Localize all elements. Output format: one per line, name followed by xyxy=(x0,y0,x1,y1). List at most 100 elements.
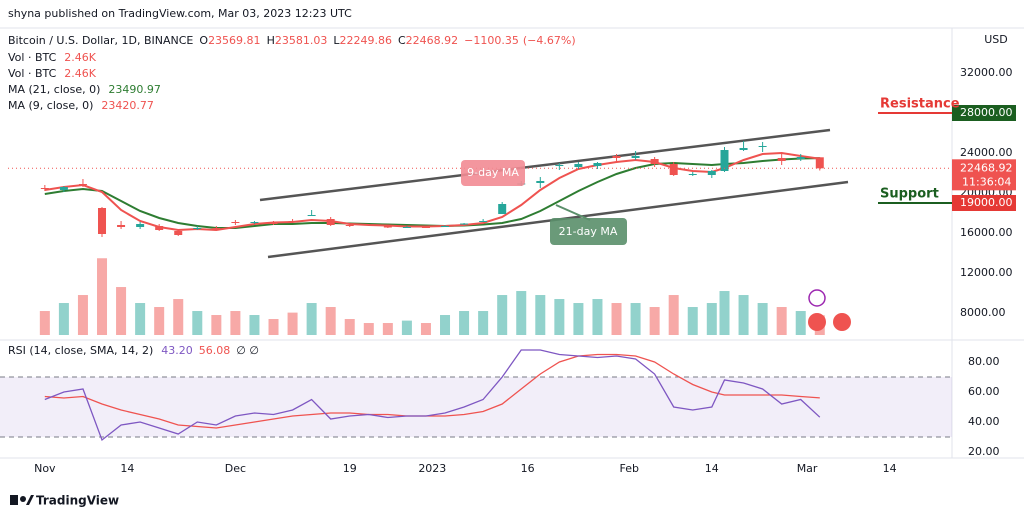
candle-body xyxy=(720,150,729,171)
candle-body xyxy=(688,174,697,175)
volume-bar xyxy=(776,307,787,335)
candle-body xyxy=(307,215,316,216)
volume-bar xyxy=(719,291,730,335)
candle-body xyxy=(364,224,373,226)
candle-body xyxy=(536,181,545,183)
volume-bar xyxy=(497,295,508,335)
annotation-box xyxy=(550,218,627,245)
volume-bar xyxy=(706,303,717,335)
legend-text: RSI (14, close, SMA, 14, 2) xyxy=(8,344,153,357)
countdown: 11:36:04 xyxy=(962,175,1011,188)
x-tick-label: 16 xyxy=(521,462,535,475)
legend-value: 43.20 xyxy=(161,344,193,357)
legend-text: Vol · BTC xyxy=(8,67,57,80)
volume-bar xyxy=(382,323,393,335)
y-tick-label: 8000.00 xyxy=(960,306,1006,319)
volume-bar xyxy=(440,315,451,335)
candle-body xyxy=(758,146,767,147)
rsi-tick-label: 20.00 xyxy=(968,445,1000,458)
y-tick-label: 16000.00 xyxy=(960,226,1013,239)
last-price-label: 22468.92 xyxy=(960,161,1013,174)
candle-body xyxy=(593,163,602,166)
volume-bar xyxy=(668,295,679,335)
volume-bar xyxy=(192,311,203,335)
candle-body xyxy=(460,223,469,225)
level-name: Resistance xyxy=(880,97,960,112)
candle-body xyxy=(669,164,678,175)
candle-body xyxy=(631,156,640,158)
channel-upper xyxy=(259,128,831,202)
candle-body xyxy=(288,221,297,222)
y-tick-label: 32000.00 xyxy=(960,66,1013,79)
volume-bar xyxy=(268,319,279,335)
legend-text: C xyxy=(398,34,406,47)
volume-bar xyxy=(757,303,768,335)
volume-bar xyxy=(573,303,584,335)
volume-bar xyxy=(649,307,660,335)
candle-body xyxy=(155,226,164,230)
volume-bar xyxy=(39,311,50,335)
x-tick-label: 2023 xyxy=(418,462,446,475)
volume-bar xyxy=(478,311,489,335)
legend-row: MA (21, close, 0) 23490.97 xyxy=(8,83,161,96)
volume-bar xyxy=(249,315,260,335)
candle-body xyxy=(136,224,145,227)
legend-value: 23420.77 xyxy=(101,99,154,112)
y-tick-label: 24000.00 xyxy=(960,146,1013,159)
volume-bar xyxy=(630,303,641,335)
level-value: 28000.00 xyxy=(960,106,1013,119)
candle-body xyxy=(269,223,278,224)
volume-bar xyxy=(306,303,317,335)
volume-bar xyxy=(135,303,146,335)
candle-body xyxy=(612,156,621,158)
volume-bar xyxy=(325,307,336,335)
legend-text: MA (9, close, 0) xyxy=(8,99,93,112)
volume-bar xyxy=(687,307,698,335)
volume-bar xyxy=(58,303,69,335)
legend-value: 23490.97 xyxy=(108,83,161,96)
legend-text: 23569.81 xyxy=(208,34,261,47)
legend-value: 2.46K xyxy=(64,67,96,80)
x-tick-label: 19 xyxy=(343,462,357,475)
volume-bar xyxy=(401,320,412,335)
volume-bar xyxy=(420,323,431,335)
candle-body xyxy=(326,219,335,225)
candle-body xyxy=(777,158,786,161)
legend-row: Vol · BTC 2.46K xyxy=(8,51,97,64)
level-box xyxy=(952,195,1016,211)
published-note: shyna published on TradingView.com, Mar … xyxy=(8,7,352,20)
candle-body xyxy=(498,204,507,214)
y-tick-label: 12000.00 xyxy=(960,266,1013,279)
candle-body xyxy=(402,227,411,228)
x-tick-label: 14 xyxy=(883,462,897,475)
volume-bar xyxy=(230,311,241,335)
volume-bar xyxy=(287,312,298,335)
candle-body xyxy=(231,222,240,223)
candle-body xyxy=(796,157,805,159)
candle-body xyxy=(78,184,87,185)
volume-bar xyxy=(97,258,108,335)
legend-text: MA (21, close, 0) xyxy=(8,83,100,96)
rsi-band xyxy=(0,376,952,437)
x-tick-label: Nov xyxy=(34,462,56,475)
level-name: Support xyxy=(880,187,939,202)
legend-text: −1100.35 xyxy=(464,34,519,47)
volume-bar xyxy=(116,287,127,335)
brand: TradingView xyxy=(36,494,119,508)
candle-body xyxy=(555,165,564,166)
candle-body xyxy=(441,226,450,227)
volume-bar xyxy=(738,295,749,335)
x-tick-label: 14 xyxy=(705,462,719,475)
annotation-box xyxy=(461,160,525,186)
candle-body xyxy=(479,221,488,222)
volume-bar xyxy=(795,311,806,335)
currency: USD xyxy=(984,33,1008,46)
legend-text: L xyxy=(333,34,340,47)
annotation: 9-day MA xyxy=(467,166,519,179)
legend-text: ∅ ∅ xyxy=(236,344,259,357)
volume-bar xyxy=(516,291,527,335)
candle-body xyxy=(98,208,107,234)
candle-body xyxy=(650,159,659,164)
x-tick-label: 14 xyxy=(120,462,134,475)
rsi-legend: RSI (14, close, SMA, 14, 2) 43.20 56.08 ∅ ∅ xyxy=(8,344,259,357)
